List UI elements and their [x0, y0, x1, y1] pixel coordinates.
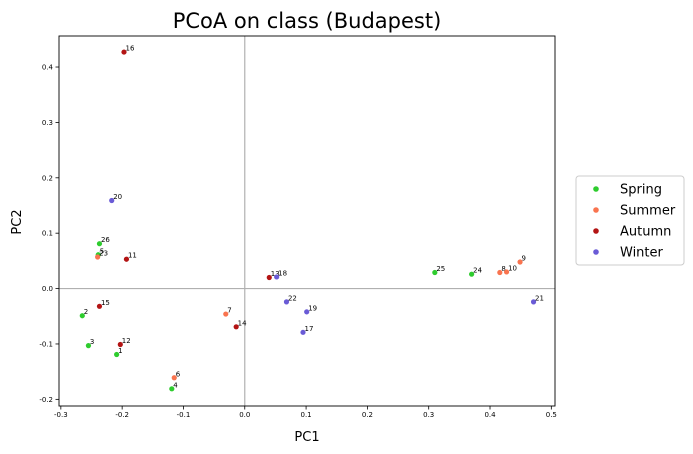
legend-marker-autumn: [593, 228, 599, 234]
y-tick-label: -0.2: [39, 396, 53, 404]
y-tick-label: 0.3: [42, 119, 53, 127]
point-label: 9: [522, 254, 526, 262]
x-tick-label: 0.5: [546, 411, 557, 419]
point-label: 8: [501, 265, 505, 273]
data-point-winter: [109, 197, 115, 204]
data-point-winter: [530, 299, 537, 305]
point-label: 5: [100, 247, 104, 255]
data-point-winter: [283, 299, 290, 305]
point-label: 12: [122, 337, 131, 345]
x-tick-label: 0.3: [423, 411, 434, 419]
data-point-summer: [95, 254, 101, 260]
data-point-autumn: [266, 274, 272, 281]
plot-area: -0.3 -0.2 -0.1 0.0 0.1 0.2 0.3 0.4 0.5-0.2-0.10.…: [39, 35, 557, 419]
x-tick-label: -0.3: [54, 411, 68, 419]
y-tick-label: 0.2: [42, 174, 53, 182]
data-point-summer: [517, 259, 523, 265]
point-label: 25: [436, 265, 445, 273]
data-point-winter: [274, 274, 280, 280]
legend-box: [575, 175, 685, 266]
legend-marker-spring: [593, 186, 599, 192]
y-tick-label: 0.0: [42, 285, 53, 293]
data-point-autumn: [117, 341, 123, 348]
chart-title: PCoA on class (Budapest): [173, 9, 442, 33]
point-label: 16: [125, 45, 134, 53]
data-point-spring: [432, 269, 438, 276]
x-tick-label: 0.1: [301, 411, 312, 419]
legend-marker-winter: [593, 249, 599, 255]
point-label: 14: [238, 319, 247, 327]
point-label: 23: [99, 250, 108, 258]
point-label: 4: [173, 381, 178, 389]
point-label: 13: [271, 270, 280, 278]
data-point-autumn: [96, 303, 103, 309]
point-label: 21: [535, 294, 544, 302]
x-tick-label: 0.0: [239, 411, 250, 419]
data-point-summer: [171, 375, 177, 381]
point-label: 2: [84, 308, 88, 316]
point-label: 3: [90, 338, 94, 346]
point-label: 18: [278, 269, 287, 277]
x-tick-label: 0.2: [362, 411, 373, 419]
point-label: 20: [113, 193, 122, 201]
data-point-spring: [114, 351, 120, 358]
point-label: 26: [101, 236, 110, 244]
data-point-summer: [503, 269, 510, 275]
legend-label-autumn: Autumn: [620, 225, 671, 240]
point-label: 7: [227, 307, 231, 315]
data-point-autumn: [121, 49, 127, 55]
data-point-spring: [96, 241, 103, 247]
x-tick-label: -0.1: [177, 411, 191, 419]
point-label: 15: [101, 299, 110, 307]
legend-marker-summer: [593, 207, 599, 213]
legend-label-summer: Summer: [620, 204, 676, 219]
point-label: 17: [305, 325, 314, 333]
point-label: 22: [288, 294, 297, 302]
point-label: 24: [473, 267, 482, 275]
x-tick-label: -0.2: [115, 411, 129, 419]
x-axis-title: PC1: [294, 430, 319, 445]
plot-frame: [58, 35, 556, 407]
x-tick-label: 0.4: [484, 411, 496, 419]
legend: Spring Summer Autumn Winter: [575, 175, 685, 266]
data-point-spring: [469, 271, 475, 277]
point-label: 19: [308, 304, 317, 312]
data-point-autumn: [123, 256, 130, 262]
y-tick-label: 0.4: [42, 64, 54, 72]
data-point-spring: [169, 386, 175, 392]
data-point-winter: [304, 309, 310, 315]
point-label: 6: [176, 370, 181, 378]
legend-label-spring: Spring: [620, 183, 662, 198]
point-label: 10: [508, 264, 517, 272]
point-label: 11: [128, 252, 137, 260]
data-point-summer: [223, 311, 229, 317]
y-tick-label: 0.1: [42, 230, 53, 238]
y-tick-label: -0.1: [39, 340, 53, 348]
data-point-spring: [85, 343, 92, 349]
data-point-summer: [497, 269, 503, 276]
point-label: 1: [118, 347, 122, 355]
data-point-autumn: [233, 324, 239, 330]
y-axis-title: PC2: [10, 209, 25, 234]
legend-label-winter: Winter: [620, 246, 664, 261]
data-point-spring: [79, 313, 85, 319]
data-point-winter: [300, 329, 306, 335]
